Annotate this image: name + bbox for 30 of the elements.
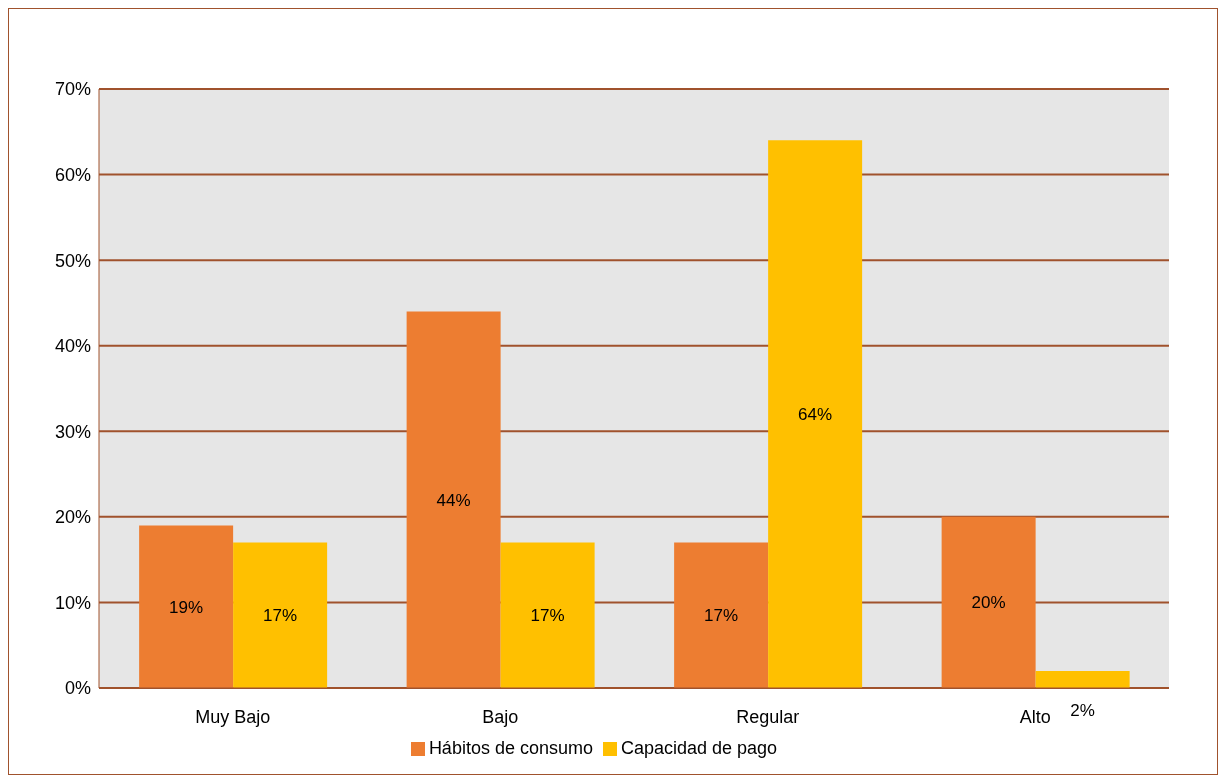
y-tick-label: 10% [54,592,91,613]
data-label: 64% [798,405,833,425]
y-tick-label: 50% [54,250,91,271]
bar [233,542,328,688]
bar [941,516,1036,688]
legend-label: Capacidad de pago [620,738,778,758]
x-tick-label: Alto [1019,706,1051,727]
bar [674,542,769,688]
data-label: 17% [704,606,739,626]
y-tick-label: 0% [64,678,91,699]
x-tick-label: Muy Bajo [195,706,271,727]
bar [139,525,234,688]
bar [768,140,863,688]
data-label: 17% [263,606,298,626]
y-tick-label: 40% [54,336,91,357]
data-label: 17% [530,606,565,626]
y-tick-label: 20% [54,507,91,528]
y-tick-label: 60% [54,164,91,185]
bar [1035,670,1130,688]
bar [500,542,595,688]
data-label: 44% [436,490,471,510]
data-label: 19% [169,597,204,617]
x-tick-label: Regular [736,706,800,727]
bar [406,311,501,688]
y-tick-label: 70% [54,79,91,100]
data-label: 20% [971,593,1006,613]
x-tick-label: Bajo [482,706,519,727]
data-label: 2% [1070,701,1095,720]
y-tick-label: 30% [54,421,91,442]
legend-label: Hábitos de consumo [428,738,593,758]
